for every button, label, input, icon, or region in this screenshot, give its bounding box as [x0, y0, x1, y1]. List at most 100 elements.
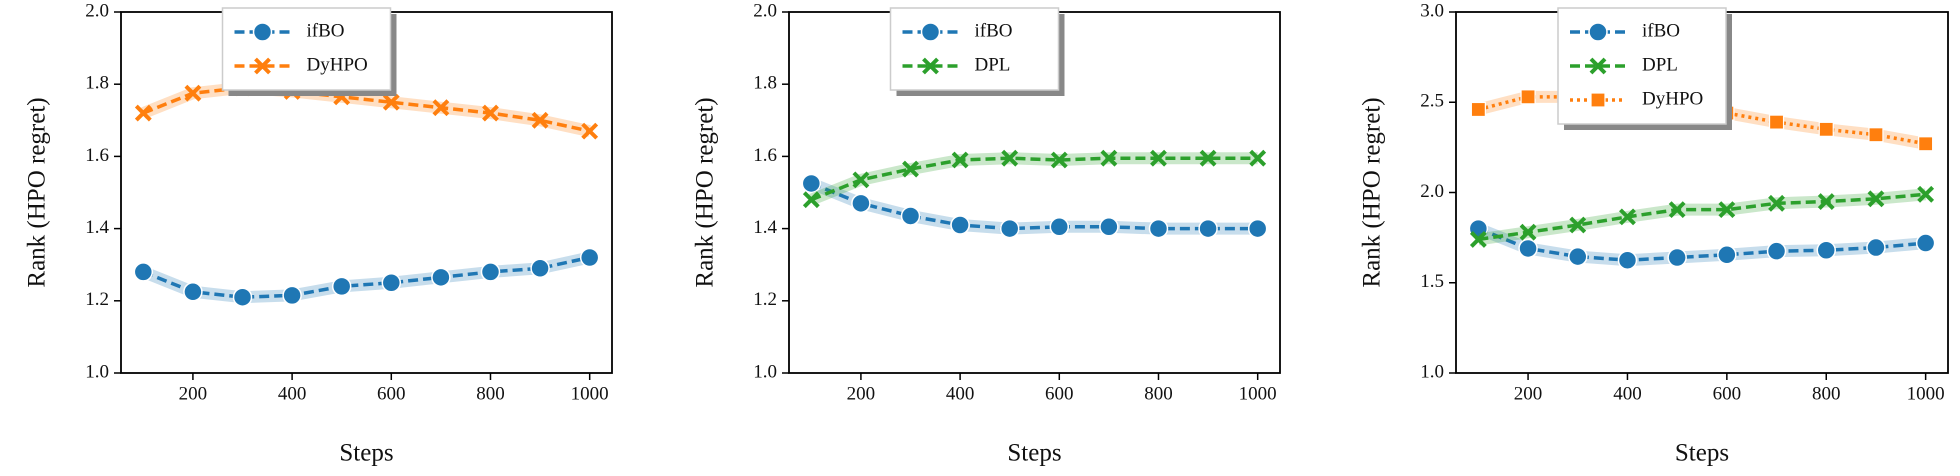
- chart: 1.0 1.2 1.4 1.6 1.8 2.0 200 400 600 800 1000 Steps R…: [692, 0, 1281, 467]
- legend-marker: [1590, 92, 1606, 108]
- marker: [1868, 127, 1884, 143]
- marker: [1148, 218, 1169, 239]
- marker: [1867, 190, 1885, 208]
- marker: [1918, 136, 1934, 152]
- ci-band: [141, 251, 591, 304]
- marker: [1619, 208, 1636, 226]
- x-tick-label: 1000: [571, 383, 609, 404]
- series-line: [810, 181, 1258, 231]
- marker: [1717, 245, 1737, 265]
- marker: [902, 160, 919, 178]
- y-tick-label: 1.8: [85, 73, 109, 94]
- marker: [1617, 250, 1638, 270]
- marker: [1249, 149, 1267, 167]
- marker: [530, 258, 550, 279]
- marker: [531, 111, 549, 129]
- marker: [1917, 185, 1935, 203]
- marker: [1818, 121, 1834, 137]
- legend-marker: [922, 57, 939, 75]
- y-tick-label: 1.4: [753, 217, 777, 238]
- marker: [1568, 246, 1588, 267]
- legend-marker: [254, 57, 271, 75]
- y-axis-label: Rank (HPO regret): [1359, 97, 1386, 287]
- y-tick-label: 1.0: [1420, 361, 1444, 382]
- x-tick-label: 200: [1514, 383, 1543, 404]
- marker: [183, 282, 203, 302]
- marker: [1247, 218, 1268, 239]
- y-tick-label: 1.6: [85, 145, 109, 166]
- x-tick-label: 600: [1045, 383, 1074, 404]
- legend-box: [889, 7, 1060, 91]
- chart: 1.0 1.2 1.4 1.6 1.8 2.0 200 400 600 800 1000 Steps R…: [24, 0, 613, 467]
- y-axis-label: Rank (HPO regret): [692, 97, 719, 287]
- marker: [1768, 114, 1785, 130]
- marker: [1099, 217, 1119, 237]
- marker: [1817, 193, 1835, 210]
- y-tick-label: 1.0: [753, 361, 777, 382]
- marker: [852, 171, 870, 189]
- marker: [950, 215, 970, 235]
- legend-label: DyHPO: [307, 54, 368, 75]
- series-line: [142, 255, 591, 299]
- series-line: [142, 86, 591, 133]
- marker: [1520, 89, 1536, 105]
- y-tick-label: 1.8: [753, 73, 777, 94]
- series-line: [1477, 226, 1926, 262]
- marker: [1915, 233, 1936, 253]
- marker: [1198, 218, 1218, 239]
- marker: [1569, 216, 1587, 234]
- marker: [1049, 217, 1070, 237]
- marker: [1469, 231, 1487, 248]
- marker: [1199, 149, 1217, 167]
- marker: [951, 151, 969, 169]
- x-tick-label: 800: [1144, 383, 1173, 404]
- y-tick-label: 3.0: [1420, 0, 1444, 21]
- x-tick-label: 800: [1812, 383, 1841, 404]
- marker: [1766, 241, 1787, 261]
- marker: [480, 262, 501, 282]
- legend-label: ifBO: [307, 20, 345, 41]
- marker: [1470, 101, 1486, 118]
- legend-box: [221, 7, 392, 91]
- marker: [232, 287, 253, 307]
- x-tick-label: 800: [476, 383, 505, 404]
- marker: [331, 276, 352, 297]
- y-tick-label: 1.2: [85, 289, 109, 310]
- ci-band: [809, 152, 1258, 206]
- y-axis-label: Rank (HPO regret): [24, 97, 51, 287]
- marker: [1518, 238, 1538, 259]
- legend-label: DyHPO: [1642, 88, 1703, 109]
- y-tick-label: 2.0: [1420, 181, 1444, 202]
- marker: [134, 104, 152, 122]
- marker: [801, 173, 822, 194]
- marker: [1667, 247, 1687, 268]
- marker: [1100, 149, 1118, 167]
- x-tick-label: 400: [278, 383, 307, 404]
- y-tick-label: 1.0: [85, 361, 109, 382]
- marker: [1816, 240, 1836, 261]
- marker: [802, 191, 820, 209]
- marker: [999, 218, 1020, 239]
- marker: [282, 285, 302, 306]
- y-tick-label: 1.6: [753, 145, 777, 166]
- x-axis-label: Steps: [1007, 440, 1061, 467]
- legend-marker: [1588, 22, 1608, 42]
- x-tick-label: 600: [377, 383, 406, 404]
- x-axis-label: Steps: [339, 440, 393, 467]
- marker: [1001, 149, 1019, 167]
- marker: [851, 193, 871, 214]
- marker: [432, 99, 450, 117]
- marker: [1668, 201, 1686, 219]
- x-axis-label: Steps: [1675, 440, 1729, 467]
- marker: [1768, 194, 1785, 212]
- marker: [1866, 237, 1886, 258]
- y-tick-label: 1.4: [85, 217, 109, 238]
- marker: [900, 206, 921, 226]
- series-line: [810, 156, 1258, 202]
- legend-label: DPL: [975, 54, 1011, 75]
- marker: [382, 93, 400, 111]
- y-tick-label: 1.5: [1420, 271, 1444, 292]
- y-tick-label: 2.5: [1420, 91, 1444, 112]
- y-tick-label: 1.2: [753, 289, 777, 310]
